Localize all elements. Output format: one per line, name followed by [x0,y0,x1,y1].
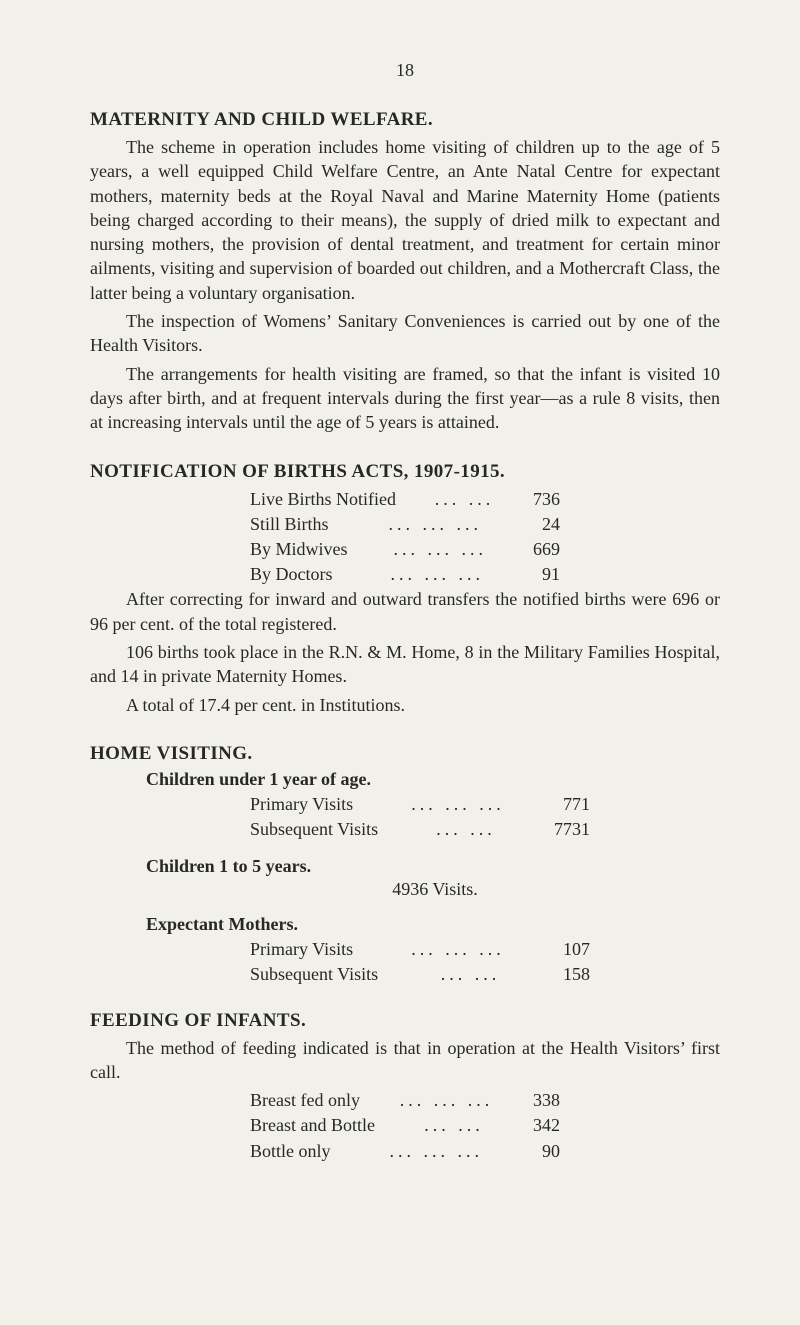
row-label: Breast and Bottle [250,1113,375,1138]
under1-list: Primary Visits ... ... ... 771 Subsequen… [90,792,720,842]
paragraph: After correcting for inward and outward … [90,587,720,636]
row-value: 338 [533,1088,560,1113]
row-label: Breast fed only [250,1088,360,1113]
section-heading-home-visiting: HOME VISITING. [90,743,720,765]
row-value: 91 [542,562,560,587]
row-label: Live Births Notified [250,487,396,512]
row-label: Subsequent Visits [250,962,378,987]
row-value: 24 [542,512,560,537]
page-number: 18 [90,60,720,81]
row-dots: ... ... ... [348,537,533,562]
paragraph: The inspection of Womens’ Sanitary Conve… [90,309,720,358]
row-value: 158 [563,962,590,987]
paragraph: 106 births took place in the R.N. & M. H… [90,640,720,689]
row-dots: ... ... [375,1113,533,1138]
row-value: 7731 [554,817,590,842]
section-heading-maternity: MATERNITY AND CHILD WELFARE. [90,109,720,131]
paragraph: The scheme in operation includes home vi… [90,135,720,305]
visits-1to5: 4936 Visits. [90,879,720,900]
list-item: Breast fed only ... ... ... 338 [90,1088,720,1113]
row-dots: ... ... ... [329,512,542,537]
feeding-list: Breast fed only ... ... ... 338 Breast a… [90,1088,720,1164]
row-dots: ... ... ... [360,1088,533,1113]
row-dots: ... ... [396,487,533,512]
list-item: Live Births Notified ... ... 736 [90,487,720,512]
list-item: Still Births ... ... ... 24 [90,512,720,537]
paragraph: The method of feeding indicated is that … [90,1036,720,1085]
notification-list: Live Births Notified ... ... 736 Still B… [90,487,720,588]
subheading-under1: Children under 1 year of age. [90,769,720,790]
row-value: 107 [563,937,590,962]
row-value: 342 [533,1113,560,1138]
row-value: 669 [533,537,560,562]
list-item: Subsequent Visits ... ... 158 [90,962,720,987]
subheading-1to5: Children 1 to 5 years. [90,856,720,877]
list-item: By Midwives ... ... ... 669 [90,537,720,562]
row-dots: ... ... ... [353,792,563,817]
expectant-list: Primary Visits ... ... ... 107 Subsequen… [90,937,720,987]
document-page: 18 MATERNITY AND CHILD WELFARE. The sche… [0,0,800,1204]
paragraph: A total of 17.4 per cent. in Institution… [90,693,720,717]
row-dots: ... ... ... [353,937,563,962]
row-label: Primary Visits [250,937,353,962]
list-item: Bottle only ... ... ... 90 [90,1139,720,1164]
section-heading-feeding: FEEDING OF INFANTS. [90,1010,720,1032]
section-heading-notification: NOTIFICATION OF BIRTHS ACTS, 1907-1915. [90,461,720,483]
list-item: Primary Visits ... ... ... 771 [90,792,720,817]
paragraph: The arrangements for health visiting are… [90,362,720,435]
list-item: Subsequent Visits ... ... 7731 [90,817,720,842]
list-item: Primary Visits ... ... ... 107 [90,937,720,962]
row-label: By Doctors [250,562,333,587]
row-label: Still Births [250,512,329,537]
row-label: Subsequent Visits [250,817,378,842]
subheading-expectant: Expectant Mothers. [90,914,720,935]
row-label: Primary Visits [250,792,353,817]
row-dots: ... ... [378,962,563,987]
list-item: By Doctors ... ... ... 91 [90,562,720,587]
row-value: 771 [563,792,590,817]
row-label: Bottle only [250,1139,331,1164]
row-dots: ... ... ... [331,1139,543,1164]
list-item: Breast and Bottle ... ... 342 [90,1113,720,1138]
row-label: By Midwives [250,537,348,562]
row-value: 90 [542,1139,560,1164]
row-dots: ... ... [378,817,554,842]
row-value: 736 [533,487,560,512]
row-dots: ... ... ... [333,562,543,587]
